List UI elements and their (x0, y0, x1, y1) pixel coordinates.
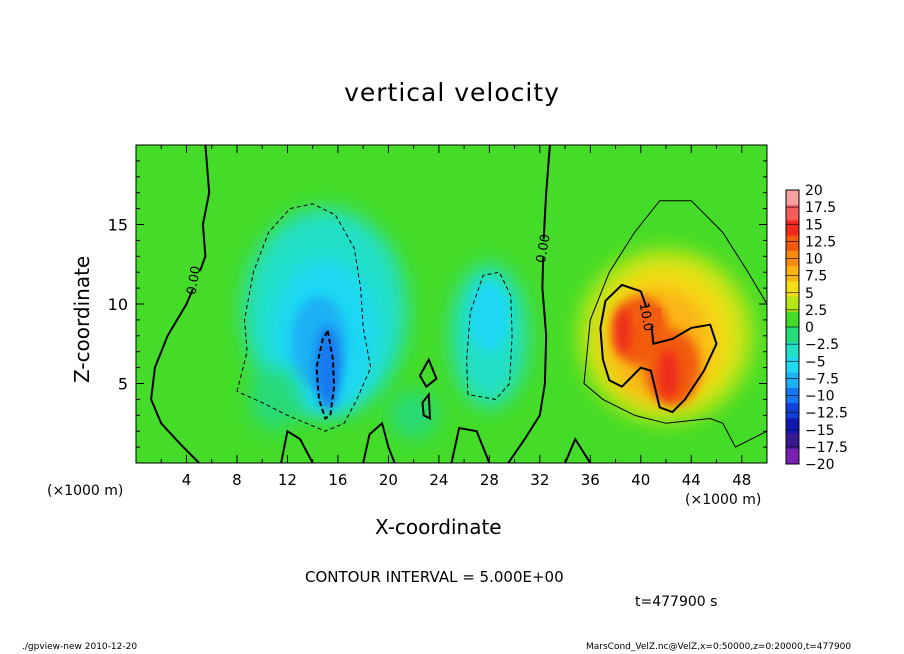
colorbar-label: 7.5 (805, 269, 827, 285)
contour-label-bg (633, 307, 662, 326)
colorbar-swatch (786, 266, 799, 282)
colorbar-swatch (786, 433, 799, 450)
zero-contour-mid (507, 145, 551, 463)
colorbar-label: −7.5 (805, 371, 839, 387)
x-unit-label-left: (×1000 m) (47, 483, 124, 499)
colorbar-label: 5 (805, 286, 814, 302)
x-tick-label: 28 (480, 471, 499, 489)
zero-contour-small-a (418, 357, 438, 389)
x-tick-label: 40 (631, 471, 650, 489)
zero-contour-left (150, 145, 211, 463)
contour-labels: 0.00 0.00 10.0 (178, 233, 662, 333)
colorbar-label: 2.5 (805, 303, 827, 319)
contour-label-bg (178, 271, 207, 290)
colorbar-label: 17.5 (805, 200, 836, 216)
footer-program-label: ./gpview-new 2010-12-20 (22, 642, 138, 652)
colorbar-label: 12.5 (805, 234, 836, 250)
y-ticks: 5 10 15 (108, 160, 767, 448)
colorbar-swatch (786, 403, 799, 419)
updraft-peak-b (658, 348, 679, 400)
zero-contour-bottom-c (450, 426, 491, 463)
contour-neg5-right (466, 271, 513, 400)
colorbar-label: −2.5 (805, 337, 839, 353)
colorbar-swatch (786, 448, 799, 465)
y-tick-label: 15 (108, 216, 128, 235)
colorbar-swatch (786, 327, 799, 343)
colorbar-swatch (786, 372, 799, 389)
contour-label-1: 0.00 (534, 233, 554, 264)
x-tick-label: 32 (530, 471, 549, 489)
x-tick-label: 48 (732, 471, 751, 489)
colorbar-label: 0 (805, 320, 814, 336)
colorbar-swatch (786, 342, 799, 358)
zero-contour-small-b (421, 391, 432, 421)
zero-contour-bottom-d (564, 436, 592, 463)
x-tick-label: 16 (328, 471, 347, 489)
x-tick-label: 36 (581, 471, 600, 489)
colorbar-swatch (786, 418, 799, 435)
contour-label-0: 0.00 (184, 265, 204, 296)
y-tick-label: 10 (108, 295, 128, 314)
contour-interval-label: CONTOUR INTERVAL = 5.000E+00 (305, 568, 564, 586)
updraft-peak-a (615, 307, 631, 355)
x-ticks: 4 8 12 16 20 24 28 32 36 40 44 48 (160, 145, 768, 489)
colorbar-swatch (786, 220, 799, 237)
colorbar-swatch (786, 205, 799, 221)
zero-contour-bottom-a (280, 429, 314, 463)
contour-5-updraft (583, 200, 767, 448)
colorbar-label: 20 (805, 183, 823, 199)
x-tick-label: 24 (429, 471, 448, 489)
lower-cyan-2 (249, 367, 301, 432)
contour-neg5-left (236, 203, 372, 432)
contour-neg10-core (315, 328, 336, 421)
time-label: t=477900 s (635, 594, 718, 610)
colorbar-swatch (786, 281, 799, 298)
x-tick-label: 20 (379, 471, 398, 489)
colorbar-swatch (786, 235, 799, 252)
downdraft-right-inner (469, 281, 510, 352)
colorbar-label: −15 (805, 423, 835, 439)
x-axis-label: X-coordinate (375, 515, 502, 539)
lower-cyan-1 (388, 391, 439, 440)
colorbar-label: −5 (805, 354, 826, 370)
colorbar-label: −17.5 (805, 440, 848, 456)
colorbar-swatch (786, 296, 799, 313)
x-unit-label-right: (×1000 m) (685, 492, 762, 508)
x-tick-label: 44 (682, 471, 701, 489)
y-tick-label: 5 (118, 375, 128, 394)
x-tick-label: 12 (278, 471, 297, 489)
x-tick-label: 8 (232, 471, 242, 489)
colorbar-label: 15 (805, 217, 823, 233)
colorbar-swatch (786, 190, 799, 206)
contour-lines (150, 145, 767, 463)
colorbar-label: −10 (805, 389, 835, 405)
contour-label-2: 10.0 (636, 301, 656, 332)
colorbar-swatch (786, 311, 799, 328)
footer-data-label: MarsCond_VelZ.nc@VelZ,x=0:50000,z=0:2000… (586, 642, 852, 652)
colorbar-label: −12.5 (805, 406, 848, 422)
zero-contour-bottom-b (362, 421, 396, 463)
colorbar-label: 10 (805, 252, 823, 268)
colorbar-label: −20 (805, 457, 835, 473)
velocity-field (136, 145, 767, 463)
contour-label-bg (528, 239, 557, 258)
chart-title: vertical velocity (344, 78, 560, 107)
colorbar-swatch (786, 357, 799, 374)
x-tick-label: 4 (182, 471, 192, 489)
y-axis-label: Z-coordinate (70, 255, 94, 383)
